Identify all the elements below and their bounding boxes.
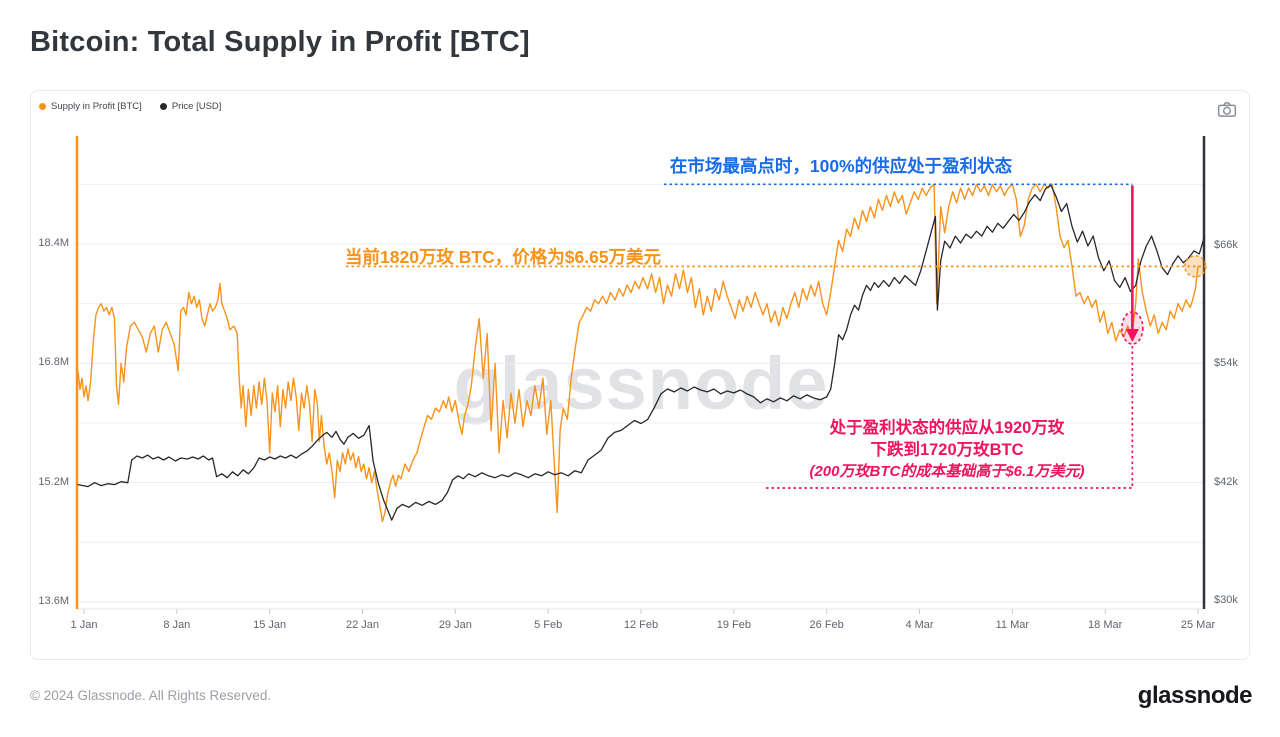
x-axis-tick: 11 Mar <box>995 619 1030 631</box>
annotation-current-supply: 当前1820万玫 BTC，价格为$6.65万美元 <box>345 247 662 267</box>
y-axis-left-tick: 13.6M <box>38 594 69 607</box>
x-axis-tick: 5 Feb <box>534 619 563 631</box>
y-axis-right-tick: $66k <box>1214 239 1238 251</box>
y-axis-left-tick: 16.8M <box>38 356 69 369</box>
supply-in-profit-line <box>77 183 1199 523</box>
footer-copyright: © 2024 Glassnode. All Rights Reserved. <box>30 688 272 703</box>
y-axis-right-tick: $42k <box>1214 475 1238 488</box>
supply-series-dot-icon <box>39 103 46 110</box>
legend-label-supply: Supply in Profit [BTC] <box>51 101 142 112</box>
legend-label-price: Price [USD] <box>171 101 222 112</box>
current-point-highlight-circle <box>1184 255 1207 278</box>
supply-dip-highlight-ellipse <box>1121 311 1144 345</box>
legend-item-price[interactable]: Price [USD] <box>159 101 222 112</box>
annotation-supply-drop: 处于盈利状态的供应从1920万玫 下跌到1720万玫BTC (200万玫BTC的… <box>765 417 1129 483</box>
glassnode-logo: glassnode <box>1137 682 1253 709</box>
x-axis-tick: 19 Feb <box>716 619 751 631</box>
annotation-supply-drop-line2: 下跌到1720万玫BTC <box>870 441 1024 459</box>
chart-canvas <box>75 136 1207 614</box>
y-axis-right-tick: $30k <box>1214 593 1238 606</box>
annotation-supply-drop-line1: 处于盈利状态的供应从1920万玫 <box>829 419 1065 437</box>
price-line <box>77 184 1206 521</box>
pink-drop-arrow-head-icon <box>1125 329 1139 342</box>
x-axis-tick: 25 Mar <box>1180 619 1216 631</box>
x-axis-tick: 26 Feb <box>809 619 844 631</box>
legend-item-supply[interactable]: Supply in Profit [BTC] <box>39 101 142 112</box>
chart-card: Supply in Profit [BTC] Price [USD] glass… <box>30 90 1250 660</box>
x-axis-tick: 29 Jan <box>438 619 472 631</box>
x-axis-tick: 4 Mar <box>905 619 934 631</box>
annotation-ath-100pct: 在市场最高点时，100%的供应处于盈利状态 <box>669 156 1013 176</box>
x-axis-tick: 18 Mar <box>1088 619 1123 631</box>
page-title: Bitcoin: Total Supply in Profit [BTC] <box>30 26 530 58</box>
x-axis-tick: 22 Jan <box>345 619 380 631</box>
y-axis-left-tick: 18.4M <box>38 237 69 249</box>
price-series-dot-icon <box>159 103 167 110</box>
y-axis-right-tick: $54k <box>1214 357 1238 370</box>
x-axis-tick: 8 Jan <box>163 619 191 631</box>
x-axis-tick: 12 Feb <box>623 619 659 631</box>
annotation-supply-drop-line3: (200万玫BTC的成本基础高于$6.1万美元) <box>809 463 1085 480</box>
chart-legend: Supply in Profit [BTC] Price [USD] <box>39 101 221 112</box>
y-axis-left-tick: 15.2M <box>38 475 69 488</box>
x-axis-tick: 1 Jan <box>70 619 98 631</box>
camera-icon[interactable] <box>1217 101 1237 118</box>
x-axis-tick: 15 Jan <box>253 619 287 631</box>
